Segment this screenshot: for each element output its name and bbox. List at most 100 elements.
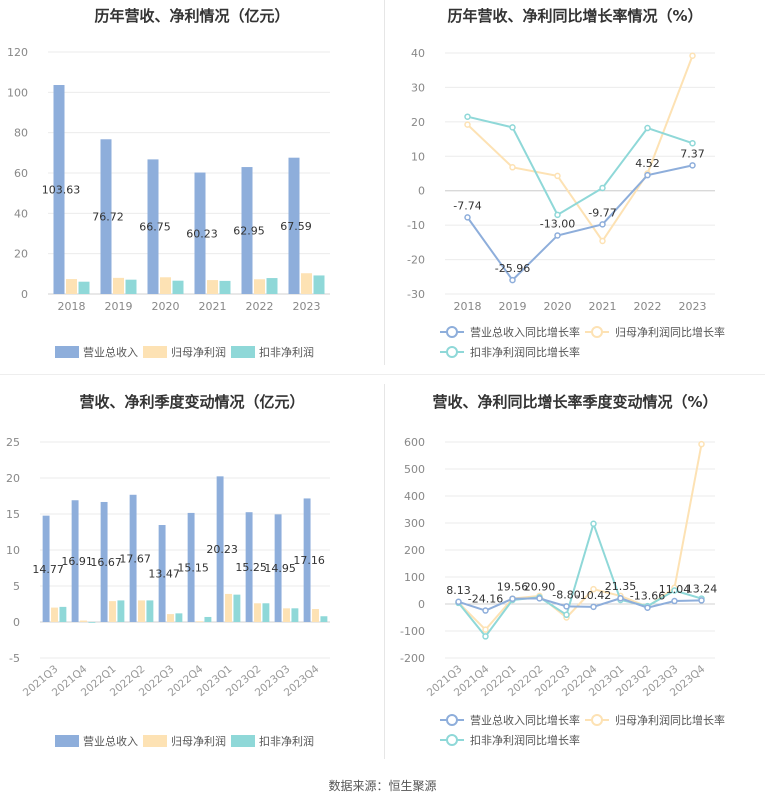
bar (138, 600, 145, 622)
chart-title: 营收、净利同比增长率季度变动情况（%） (432, 393, 718, 411)
bar (301, 273, 312, 294)
data-point (509, 276, 516, 284)
y-tick-label: -10 (407, 219, 425, 232)
series-line (466, 164, 693, 282)
legend-marker (446, 346, 458, 358)
data-point (464, 121, 471, 128)
data-label: -25.96 (495, 262, 530, 275)
data-point (689, 52, 696, 60)
x-tick-label: 2022 (246, 300, 274, 313)
data-point (590, 603, 597, 611)
data-label: 15.25 (235, 561, 267, 574)
bar (42, 515, 50, 622)
y-tick-label: 15 (6, 508, 20, 521)
data-label: 4.52 (635, 157, 660, 170)
data-point (590, 520, 597, 528)
x-tick-label: 2023 (679, 300, 707, 313)
bar (196, 621, 203, 623)
y-tick-label: 300 (404, 517, 425, 530)
y-tick-label: 25 (6, 436, 20, 449)
data-source: 数据来源：恒生聚源 (328, 779, 437, 793)
data-label: 16.91 (61, 555, 93, 568)
data-label: -8.80 (552, 588, 580, 601)
data-label: 15.15 (177, 561, 209, 574)
bar (320, 616, 328, 622)
y-tick-label: -20 (407, 254, 425, 267)
data-point (599, 184, 606, 192)
y-tick-label: -100 (400, 625, 425, 638)
data-point (617, 594, 624, 602)
legend-swatch (231, 346, 255, 358)
bar (288, 157, 300, 294)
y-tick-label: 0 (21, 288, 28, 301)
data-label: 103.63 (42, 184, 81, 197)
y-tick-label: 60 (14, 167, 28, 180)
x-tick-label: 2019 (499, 300, 527, 313)
legend-swatch (143, 346, 167, 358)
bar (117, 600, 125, 622)
bar (172, 280, 184, 294)
data-point (536, 595, 543, 602)
bar (88, 622, 96, 623)
data-point (554, 232, 561, 239)
y-tick-label: -200 (400, 652, 425, 665)
chart-title: 历年营收、净利同比增长率情况（%） (447, 7, 703, 25)
legend-swatch (55, 735, 79, 747)
data-label: -13.66 (630, 590, 665, 603)
bar (80, 620, 87, 622)
bar (187, 512, 195, 622)
legend-marker (446, 326, 458, 338)
legend-label: 扣非净利润 (259, 734, 314, 748)
data-label: 19.56 (497, 581, 529, 594)
bar (312, 609, 319, 622)
bar (100, 501, 108, 622)
legend-label: 归母净利润 (171, 734, 226, 748)
series-line (466, 55, 694, 243)
data-label: 62.95 (233, 225, 265, 238)
data-point (590, 585, 597, 593)
data-label: -10.42 (576, 589, 611, 602)
data-label: 17.16 (293, 554, 325, 567)
legend-label: 归母净利润同比增长率 (615, 325, 725, 339)
bar (254, 603, 261, 622)
bar (78, 281, 90, 294)
data-label: 60.23 (186, 227, 218, 240)
legend-label: 扣非净利润同比增长率 (470, 345, 580, 359)
y-tick-label: -5 (9, 652, 20, 665)
data-point (464, 113, 471, 120)
data-point (554, 211, 561, 219)
bar (219, 280, 231, 294)
bar (66, 279, 77, 294)
data-point (644, 124, 651, 132)
y-tick-label: 30 (411, 81, 425, 94)
data-label: 66.75 (139, 221, 171, 234)
data-label: 8.13 (446, 584, 471, 597)
bar (194, 172, 206, 294)
legend-label: 扣非净利润 (259, 345, 314, 359)
y-tick-label: 10 (411, 150, 425, 163)
bar (129, 494, 137, 622)
data-point (482, 626, 489, 633)
data-point (599, 221, 606, 228)
series-line (457, 520, 702, 639)
annual-bar-chart: 0 20 40 60 80 100 120 103.63 76.72 66.75 60.23 62.9… (7, 46, 330, 359)
data-point (563, 603, 570, 610)
bar (175, 613, 183, 622)
bar (233, 594, 241, 622)
data-label: 16.67 (90, 556, 122, 569)
y-tick-label: 20 (14, 248, 28, 261)
y-tick-label: 0 (418, 185, 425, 198)
data-point (554, 172, 561, 180)
legend-marker (591, 714, 603, 726)
data-point (644, 604, 651, 611)
x-tick-label: 2019 (105, 300, 133, 313)
bar (125, 279, 137, 294)
data-label: -24.16 (468, 593, 503, 606)
x-tick-label: 2020 (152, 300, 180, 313)
data-label: 14.77 (32, 563, 64, 576)
bar (158, 525, 166, 622)
data-label: 14.95 (264, 562, 296, 575)
quarter-line-chart: -200 -100 0 100 200 300 400 500 600 8.13-24.1619.… (400, 436, 725, 747)
bar (71, 500, 79, 622)
data-point (509, 164, 516, 171)
